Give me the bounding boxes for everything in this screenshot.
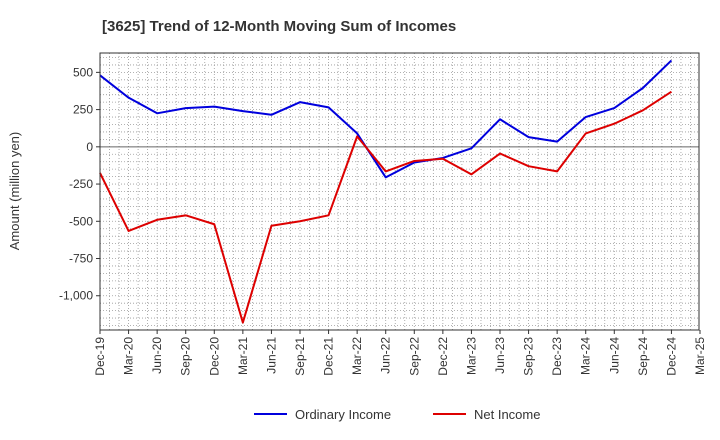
data-point-net-income bbox=[642, 109, 644, 111]
x-tick-label: Mar-22 bbox=[350, 337, 364, 375]
data-point-net-income bbox=[585, 132, 587, 134]
data-point-net-income bbox=[470, 173, 472, 175]
data-point-ordinary-income bbox=[613, 107, 615, 109]
data-point-net-income bbox=[556, 170, 558, 172]
data-point-ordinary-income bbox=[185, 107, 187, 109]
x-tick-label: Dec-24 bbox=[664, 337, 678, 376]
y-axis-label: Amount (million yen) bbox=[7, 132, 22, 251]
x-tick-label: Sep-21 bbox=[293, 337, 307, 376]
x-tick-label: Jun-24 bbox=[607, 337, 621, 374]
x-tick-label: Sep-20 bbox=[179, 337, 193, 376]
data-point-net-income bbox=[356, 135, 358, 137]
series-line-ordinary-income bbox=[99, 59, 673, 179]
data-point-ordinary-income bbox=[385, 176, 387, 178]
y-tick-label: 0 bbox=[86, 140, 93, 154]
data-point-ordinary-income bbox=[642, 87, 644, 89]
data-point-ordinary-income bbox=[213, 105, 215, 107]
data-point-net-income bbox=[213, 223, 215, 225]
data-point-ordinary-income bbox=[556, 140, 558, 142]
chart-title: [3625] Trend of 12-Month Moving Sum of I… bbox=[102, 18, 456, 35]
data-point-ordinary-income bbox=[127, 96, 129, 98]
y-tick-label: -250 bbox=[69, 177, 93, 191]
x-tick-label: Mar-25 bbox=[693, 337, 707, 375]
data-point-ordinary-income bbox=[527, 136, 529, 138]
x-tick-label: Sep-24 bbox=[636, 337, 650, 376]
data-point-net-income bbox=[270, 225, 272, 227]
y-tick-label: -750 bbox=[69, 252, 93, 266]
x-tick-label: Sep-22 bbox=[407, 337, 421, 376]
plot-frame bbox=[99, 52, 700, 331]
data-point-ordinary-income bbox=[499, 118, 501, 120]
legend: Ordinary Income Net Income bbox=[254, 407, 540, 422]
data-point-net-income bbox=[385, 170, 387, 172]
x-tick-label: Mar-20 bbox=[122, 337, 136, 375]
data-point-net-income bbox=[156, 219, 158, 221]
data-point-ordinary-income bbox=[270, 114, 272, 116]
data-point-ordinary-income bbox=[242, 110, 244, 112]
legend-label-ordinary-income: Ordinary Income bbox=[295, 407, 391, 422]
data-point-net-income bbox=[185, 214, 187, 216]
y-tick-label: -1,000 bbox=[59, 289, 93, 303]
x-tick-label: Dec-21 bbox=[322, 337, 336, 376]
y-tick-label: -500 bbox=[69, 214, 93, 228]
x-tick-label: Mar-24 bbox=[579, 337, 593, 375]
x-tick-label: Mar-23 bbox=[464, 337, 478, 375]
x-tick-label: Sep-23 bbox=[522, 337, 536, 376]
data-point-net-income bbox=[670, 91, 672, 93]
data-point-net-income bbox=[327, 214, 329, 216]
y-axis-ticks: 500 250 0 -250 -500 -750 -1,000 bbox=[59, 65, 100, 303]
x-tick-label: Jun-23 bbox=[493, 337, 507, 374]
x-tick-label: Dec-19 bbox=[93, 337, 107, 376]
x-tick-label: Dec-23 bbox=[550, 337, 564, 376]
x-tick-label: Mar-21 bbox=[236, 337, 250, 375]
data-point-net-income bbox=[413, 160, 415, 162]
x-tick-label: Dec-22 bbox=[436, 337, 450, 376]
y-tick-label: 250 bbox=[73, 103, 93, 117]
data-point-net-income bbox=[613, 123, 615, 125]
series-lines bbox=[99, 59, 673, 324]
y-tick-label: 500 bbox=[73, 65, 93, 79]
data-point-net-income bbox=[442, 158, 444, 160]
data-point-ordinary-income bbox=[356, 132, 358, 134]
data-point-net-income bbox=[499, 152, 501, 154]
data-point-ordinary-income bbox=[156, 112, 158, 114]
data-point-ordinary-income bbox=[299, 101, 301, 103]
series-line-net-income bbox=[99, 90, 672, 324]
x-axis-ticks: Dec-19 Mar-20 Jun-20 Sep-20 Dec-20 Mar-21 Jun-… bbox=[93, 330, 707, 376]
data-point-net-income bbox=[299, 220, 301, 222]
grid bbox=[100, 53, 699, 330]
x-tick-label: Jun-21 bbox=[264, 337, 278, 374]
legend-label-net-income: Net Income bbox=[474, 407, 540, 422]
data-point-ordinary-income bbox=[585, 116, 587, 118]
x-tick-label: Jun-20 bbox=[150, 337, 164, 374]
data-point-net-income bbox=[527, 165, 529, 167]
data-point-ordinary-income bbox=[470, 147, 472, 149]
x-tick-label: Dec-20 bbox=[207, 337, 221, 376]
x-tick-label: Jun-22 bbox=[379, 337, 393, 374]
data-point-net-income bbox=[127, 230, 129, 232]
data-point-ordinary-income bbox=[670, 59, 672, 61]
data-point-ordinary-income bbox=[327, 106, 329, 108]
data-point-net-income bbox=[242, 321, 244, 323]
